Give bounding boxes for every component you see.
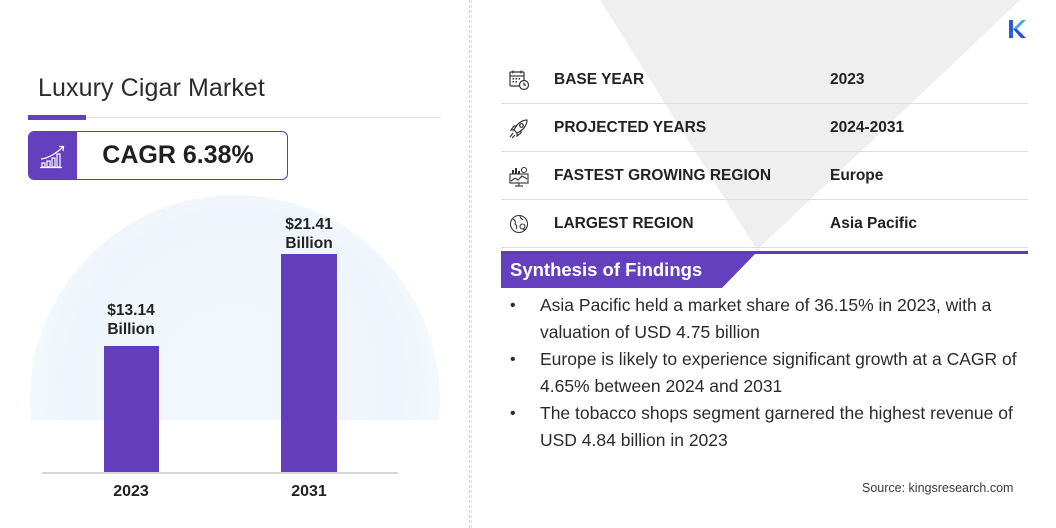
globe-background-clip xyxy=(0,0,460,420)
bar-value-label-2023: $13.14 Billion xyxy=(107,302,155,338)
panel-divider-secondary xyxy=(471,0,472,528)
source-credit: Source: kingsresearch.com xyxy=(862,481,1014,495)
finding-item: • The tobacco shops segment garnered the… xyxy=(506,400,1026,454)
panel-divider xyxy=(469,0,470,528)
summary-row-projected-years: PROJECTED YEARS 2024-2031 xyxy=(501,104,1028,152)
findings-title: Synthesis of Findings xyxy=(510,259,703,280)
cagr-badge: CAGR 6.38% xyxy=(28,131,288,180)
summary-row-largest-region: LARGEST REGION Asia Pacific xyxy=(501,200,1028,248)
page-title: Luxury Cigar Market xyxy=(38,74,265,102)
summary-label: PROJECTED YEARS xyxy=(554,118,707,136)
x-axis-label-2023: 2023 xyxy=(113,483,149,500)
x-axis-line xyxy=(42,472,398,474)
decorative-triangle xyxy=(600,0,1020,250)
finding-item: • Europe is likely to experience signifi… xyxy=(506,346,1026,400)
rocket-icon xyxy=(508,116,546,140)
summary-value: Europe xyxy=(830,166,884,184)
findings-banner-rule xyxy=(501,251,1028,254)
findings-banner xyxy=(501,254,755,288)
growth-chart-icon xyxy=(29,132,77,179)
kings-research-logo-icon xyxy=(1009,20,1026,38)
title-accent-bar xyxy=(28,115,86,120)
summary-value: 2023 xyxy=(830,70,865,88)
bar-chart: $13.14 Billion $21.41 Billion 2023 2031 xyxy=(0,190,460,520)
findings-list: • Asia Pacific held a market share of 36… xyxy=(506,292,1026,454)
bar-2023 xyxy=(104,346,159,473)
summary-label: FASTEST GROWING REGION xyxy=(554,166,772,184)
globe-icon xyxy=(508,212,546,236)
growth-region-icon xyxy=(508,164,546,188)
summary-row-base-year: BASE YEAR 2023 xyxy=(501,56,1028,104)
summary-row-fastest-growing-region: FASTEST GROWING REGION Europe xyxy=(501,152,1028,200)
bar-value-label-2031: $21.41 Billion xyxy=(285,216,333,252)
calendar-clock-icon xyxy=(508,68,546,92)
bullet-icon: • xyxy=(510,405,516,422)
x-axis-label-2031: 2031 xyxy=(291,483,327,500)
summary-label: LARGEST REGION xyxy=(554,214,694,232)
finding-item: • Asia Pacific held a market share of 36… xyxy=(506,292,1026,346)
cagr-value: CAGR 6.38% xyxy=(102,141,254,169)
bullet-icon: • xyxy=(510,297,516,314)
summary-value: Asia Pacific xyxy=(830,214,918,232)
summary-label: BASE YEAR xyxy=(554,70,645,88)
summary-value: 2024-2031 xyxy=(830,118,905,136)
bar-2031 xyxy=(281,254,337,473)
bullet-icon: • xyxy=(510,351,516,368)
title-divider xyxy=(28,117,441,118)
